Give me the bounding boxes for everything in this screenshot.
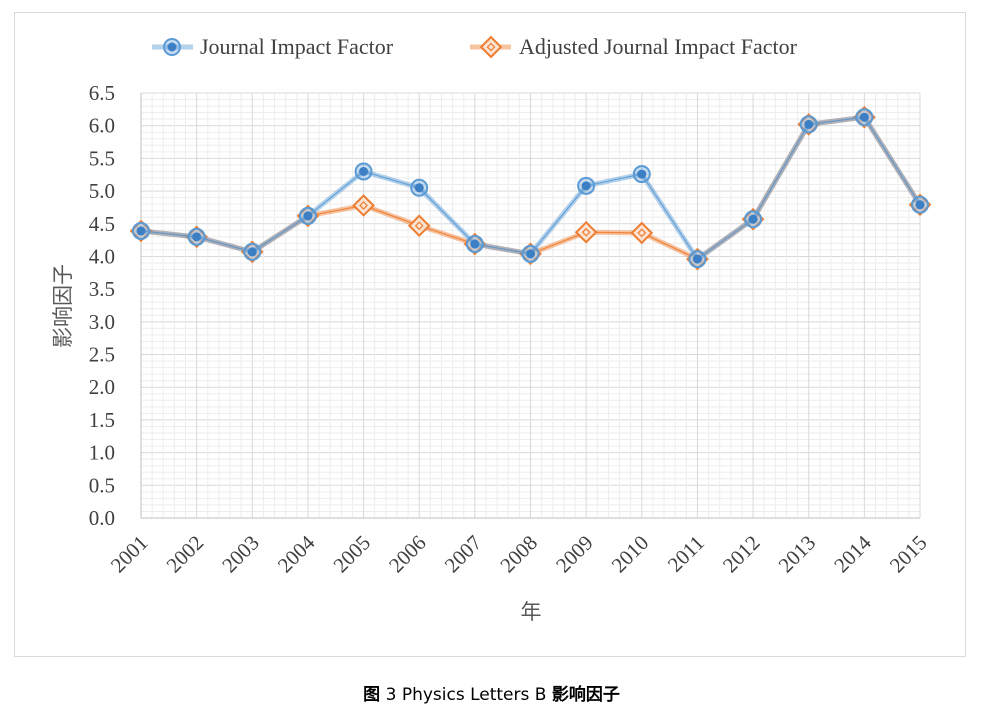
- legend-marker-core-adjusted-journal-impact-factor: [486, 42, 496, 52]
- legend-marker-core-journal-impact-factor: [167, 42, 177, 52]
- data-point-core-journal-impact-factor: [748, 214, 758, 224]
- y-tick-label: 1.5: [89, 408, 115, 432]
- data-point-core-adjusted-journal-impact-factor: [637, 228, 647, 238]
- series-journal-impact-factor: [132, 108, 929, 269]
- data-point-core-journal-impact-factor: [192, 232, 202, 242]
- caption-label: 图: [363, 685, 381, 705]
- legend-item-journal-impact-factor: Journal Impact Factor: [152, 34, 394, 59]
- y-tick-label: 2.5: [89, 343, 115, 367]
- y-tick-label: 3.0: [89, 310, 115, 334]
- data-point-core-journal-impact-factor: [414, 183, 424, 193]
- caption-suffix: 影响因子: [551, 685, 620, 705]
- data-point-core-journal-impact-factor: [581, 181, 591, 191]
- y-tick-label: 2.0: [89, 375, 115, 399]
- y-axis-title: 影响因子: [51, 264, 75, 348]
- x-tick-label: 2002: [162, 531, 209, 578]
- x-tick-label: 2011: [663, 531, 709, 577]
- x-tick-label: 2005: [328, 531, 375, 578]
- x-tick-label: 2004: [273, 530, 320, 577]
- x-tick-label: 2001: [106, 531, 153, 578]
- y-tick-label: 5.0: [89, 179, 115, 203]
- caption-number: 3: [385, 685, 397, 705]
- data-point-core-journal-impact-factor: [804, 119, 814, 129]
- y-tick-label: 6.5: [89, 81, 115, 105]
- x-tick-label: 2006: [384, 531, 431, 578]
- x-tick-label: 2010: [607, 531, 654, 578]
- data-point-adjusted-journal-impact-factor: [407, 214, 431, 238]
- data-point-core-journal-impact-factor: [359, 166, 369, 176]
- x-tick-label: 2013: [774, 531, 821, 578]
- x-tick-label: 2015: [885, 531, 932, 578]
- line-chart: 0.0 0.5 1.0 1.5 2.0 2.5 3.0 3.5 4.0 4.5 5.0 5.5 6.0 6…: [51, 34, 932, 624]
- y-tick-label: 5.5: [89, 146, 115, 170]
- y-tick-label: 3.5: [89, 277, 115, 301]
- legend-label-journal-impact-factor: Journal Impact Factor: [200, 34, 394, 59]
- x-tick-label: 2012: [718, 531, 765, 578]
- data-point-core-journal-impact-factor: [470, 239, 480, 249]
- data-point-core-journal-impact-factor: [247, 247, 257, 257]
- x-tick-label: 2008: [495, 531, 542, 578]
- legend: Journal Impact Factor Adjusted Journal I…: [152, 34, 798, 59]
- x-tick-label: 2003: [217, 531, 264, 578]
- data-point-core-journal-impact-factor: [692, 254, 702, 264]
- y-tick-label: 4.0: [89, 244, 115, 268]
- legend-marker-adjusted-journal-impact-factor: [479, 35, 503, 59]
- data-point-core-journal-impact-factor: [859, 112, 869, 122]
- x-tick-label: 2014: [829, 530, 876, 577]
- legend-label-adjusted-journal-impact-factor: Adjusted Journal Impact Factor: [519, 34, 798, 59]
- y-tick-label: 1.0: [89, 441, 115, 465]
- legend-item-adjusted-journal-impact-factor: Adjusted Journal Impact Factor: [470, 34, 798, 59]
- data-point-adjusted-journal-impact-factor: [630, 221, 654, 245]
- data-point-adjusted-journal-impact-factor: [352, 194, 375, 217]
- data-point-core-adjusted-journal-impact-factor: [359, 201, 368, 210]
- data-point-core-journal-impact-factor: [637, 169, 647, 179]
- caption-journal-name: Physics Letters B: [401, 685, 547, 705]
- data-point-core-journal-impact-factor: [303, 211, 313, 221]
- data-point-core-journal-impact-factor: [526, 249, 535, 259]
- data-point-adjusted-journal-impact-factor: [574, 220, 598, 244]
- data-point-core-journal-impact-factor: [915, 200, 925, 210]
- axes: 0.0 0.5 1.0 1.5 2.0 2.5 3.0 3.5 4.0 4.5 5.0 5.5 6.0 6…: [89, 81, 932, 577]
- y-tick-label: 0.5: [89, 473, 115, 497]
- data-point-core-adjusted-journal-impact-factor: [414, 221, 424, 231]
- x-tick-label: 2009: [551, 531, 598, 578]
- data-point-core-journal-impact-factor: [136, 226, 146, 236]
- data-point-core-adjusted-journal-impact-factor: [581, 227, 591, 237]
- x-axis-title: 年: [521, 600, 542, 624]
- y-tick-label: 4.5: [89, 212, 115, 236]
- figure-caption: 图 3 Physics Letters B 影响因子: [0, 680, 983, 705]
- y-tick-label: 6.0: [89, 114, 115, 138]
- x-tick-label: 2007: [440, 531, 487, 578]
- series-area: [129, 105, 932, 271]
- grid: [140, 92, 921, 519]
- y-tick-label: 0.0: [89, 506, 115, 530]
